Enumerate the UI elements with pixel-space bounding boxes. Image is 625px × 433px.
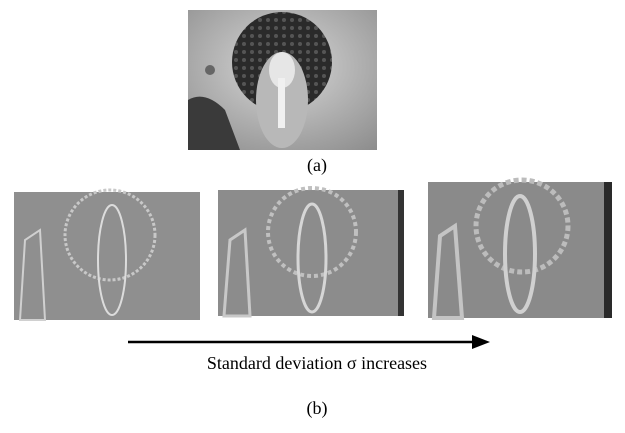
photo-original xyxy=(188,10,377,150)
arrow-head xyxy=(472,335,490,349)
filtered-image xyxy=(218,186,404,318)
filtered-image xyxy=(428,177,612,320)
filtered-image xyxy=(14,188,200,321)
panel-label: (b) xyxy=(307,398,328,419)
arrow-label: Standard deviation σ increases xyxy=(207,353,427,373)
panel-label: (a) xyxy=(307,155,327,176)
